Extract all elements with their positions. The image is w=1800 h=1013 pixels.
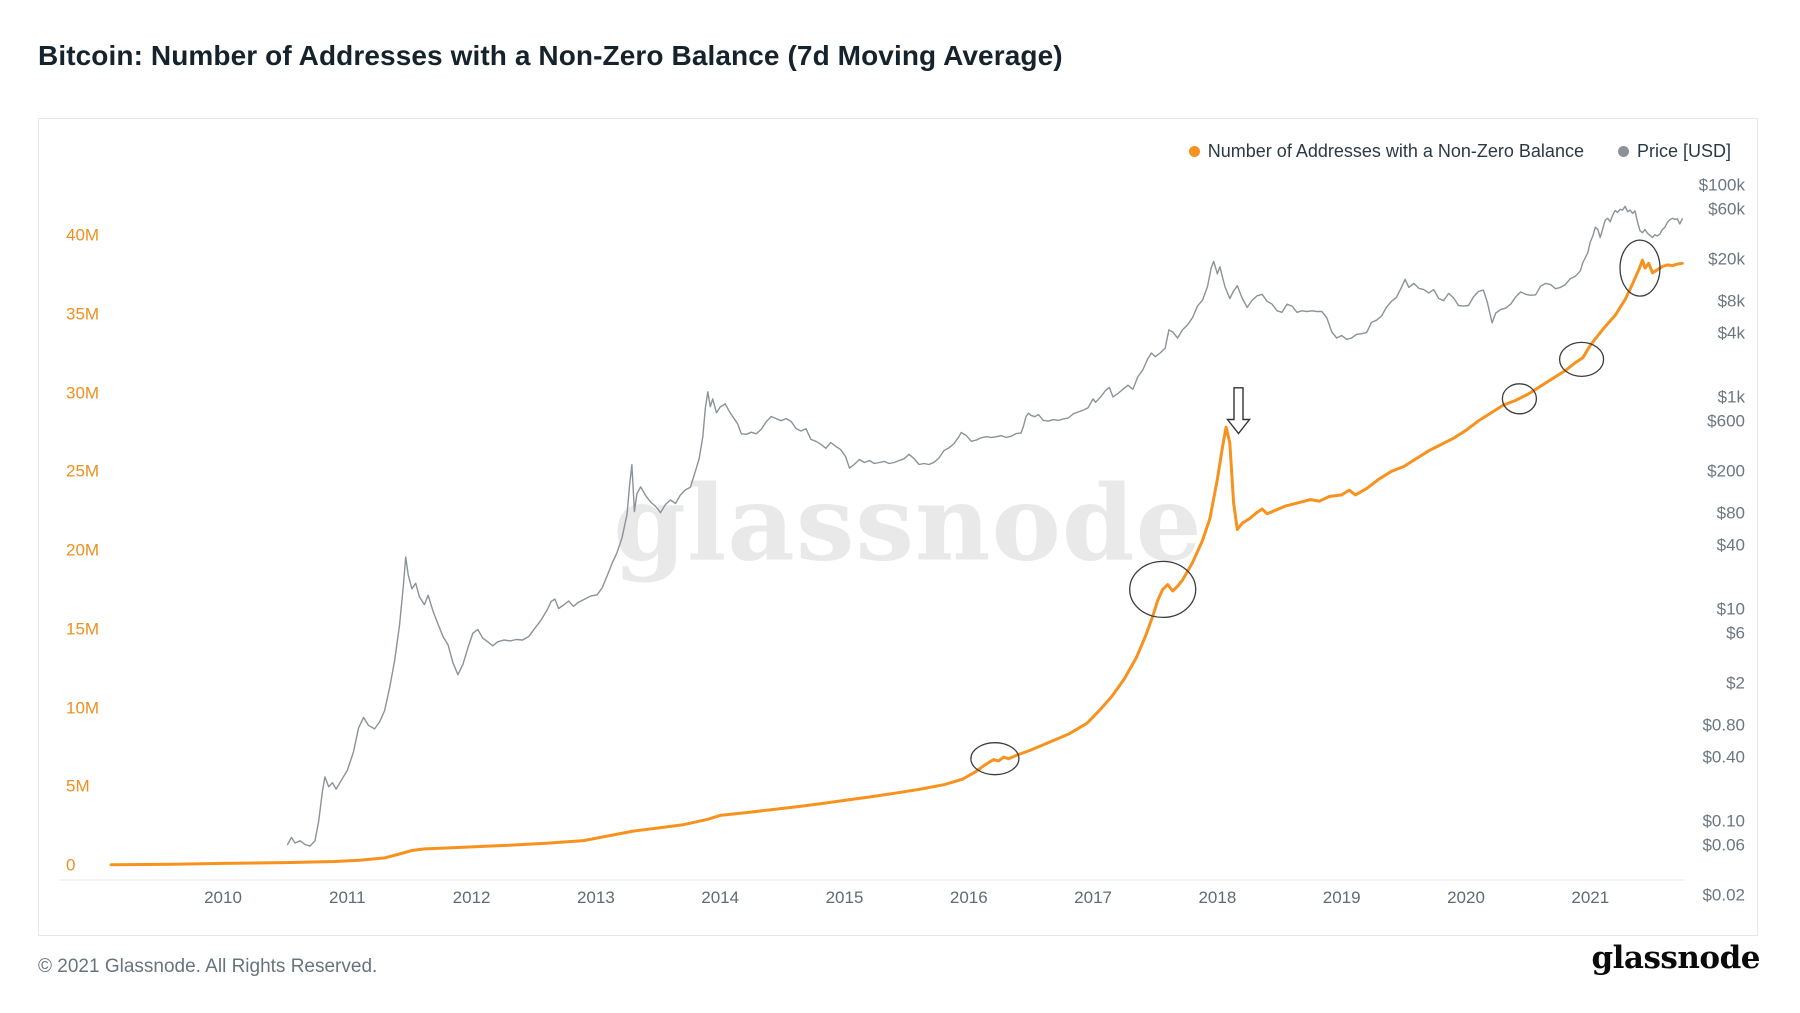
legend-dot-price-icon xyxy=(1617,146,1629,157)
right-axis-tick: $80 xyxy=(1716,503,1745,523)
x-axis-tick: 2011 xyxy=(329,888,366,907)
copyright-text: © 2021 Glassnode. All Rights Reserved. xyxy=(38,956,378,977)
x-axis-tick: 2017 xyxy=(1074,888,1113,907)
x-axis-tick: 2018 xyxy=(1198,888,1237,907)
legend: Number of Addresses with a Non-Zero Bala… xyxy=(1188,141,1731,162)
legend-label-addresses: Number of Addresses with a Non-Zero Bala… xyxy=(1207,141,1584,161)
left-axis-tick: 25M xyxy=(66,461,100,481)
right-axis-tick: $0.06 xyxy=(1702,835,1745,855)
left-axis-tick: 20M xyxy=(66,540,100,560)
x-axis-tick: 2021 xyxy=(1571,888,1610,907)
right-axis-tick: $0.10 xyxy=(1702,811,1745,831)
x-axis-tick: 2020 xyxy=(1447,888,1485,907)
right-axis-tick: $6 xyxy=(1726,623,1745,643)
x-axis-tick: 2010 xyxy=(204,888,242,907)
chart-panel: Number of Addresses with a Non-Zero Bala… xyxy=(38,118,1758,936)
right-axis-tick: $0.40 xyxy=(1702,747,1745,767)
left-axis-tick: 35M xyxy=(66,304,100,324)
left-axis-tick: 30M xyxy=(66,383,100,402)
right-axis-tick: $60k xyxy=(1708,199,1745,219)
left-axis-tick: 0 xyxy=(66,855,76,875)
glassnode-watermark: glassnode xyxy=(613,461,1203,585)
x-axis-tick: 2019 xyxy=(1322,888,1361,907)
left-axis-tick: 15M xyxy=(66,619,100,639)
right-axis-tick: $0.80 xyxy=(1702,715,1745,735)
x-axis-tick: 2016 xyxy=(949,888,988,907)
right-axis-tick: $2 xyxy=(1726,673,1745,693)
left-axis-tick: 10M xyxy=(66,698,100,717)
right-axis-tick: $200 xyxy=(1707,461,1745,481)
chart-title: Bitcoin: Number of Addresses with a Non-… xyxy=(38,40,1063,71)
chart-plot[interactable] xyxy=(39,119,1757,935)
x-axis-tick: 2012 xyxy=(452,888,491,907)
right-axis-tick: $1k xyxy=(1717,387,1745,407)
x-axis-tick: 2013 xyxy=(576,888,615,907)
legend-item-price[interactable]: Price [USD] xyxy=(1617,141,1731,162)
legend-item-addresses[interactable]: Number of Addresses with a Non-Zero Bala… xyxy=(1188,141,1584,162)
right-axis-tick: $20k xyxy=(1708,249,1745,269)
right-axis-tick: $4k xyxy=(1717,323,1745,343)
legend-label-price: Price [USD] xyxy=(1636,141,1731,161)
left-axis-tick: 5M xyxy=(66,776,90,796)
right-axis-tick: $8k xyxy=(1717,291,1745,311)
right-axis-tick: $0.02 xyxy=(1702,885,1745,905)
right-axis-tick: $10 xyxy=(1716,599,1745,619)
left-axis-tick: 40M xyxy=(66,225,100,245)
glassnode-logo: glassnode xyxy=(1591,940,1760,976)
right-axis-tick: $40 xyxy=(1716,535,1745,555)
right-axis-tick: $600 xyxy=(1707,411,1745,431)
x-axis-tick: 2014 xyxy=(701,888,740,907)
right-axis-tick: $100k xyxy=(1698,175,1745,195)
legend-dot-addresses-icon xyxy=(1188,146,1200,157)
x-axis-tick: 2015 xyxy=(825,888,864,907)
